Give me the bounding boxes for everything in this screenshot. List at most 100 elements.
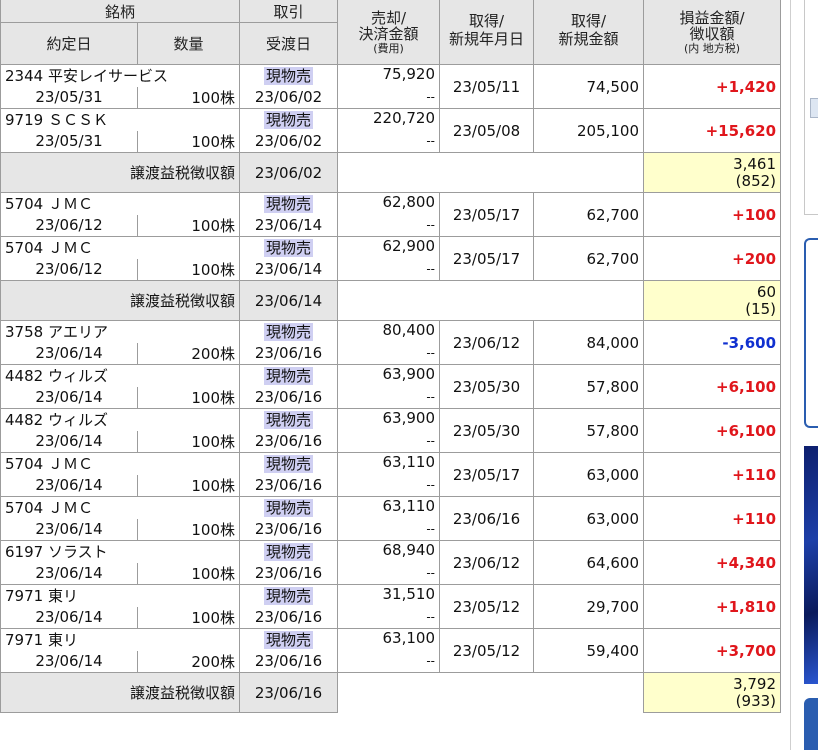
- header-soneki: 損益金額/: [679, 9, 745, 27]
- trade-row-top[interactable]: 4482 ウィルズ 現物売 63,900 23/05/30 57,800 +6,100: [0, 364, 782, 409]
- header-uchi-chihozei: (内 地方税): [683, 42, 741, 55]
- stock-code-name[interactable]: 5704 ＪＭＣ: [0, 496, 241, 519]
- stock-code-name[interactable]: 4482 ウィルズ: [0, 364, 241, 387]
- trade-type-label: 現物売: [264, 194, 314, 213]
- sell-amount: 62,800: [337, 192, 441, 215]
- sidebar-top-chip[interactable]: [810, 98, 818, 118]
- tax-date: 23/06/16: [239, 672, 339, 713]
- trade-type-cell: 現物売: [239, 108, 339, 131]
- tax-label: 譲渡益税徴収額: [0, 280, 241, 321]
- sell-amount: 75,920: [337, 64, 441, 87]
- header-acq-amount: 取得/ 新規金額: [533, 0, 645, 65]
- sell-amount: 63,900: [337, 408, 441, 431]
- trade-type-cell: 現物売: [239, 64, 339, 87]
- profit-loss: +100: [643, 192, 782, 237]
- quantity: 100株: [136, 518, 241, 541]
- trade-row-top[interactable]: 3758 アエリア 現物売 80,400 23/06/12 84,000 -3,600: [0, 320, 782, 365]
- profit-loss: +15,620: [643, 108, 782, 153]
- realized-pl-table: 銘柄 取引 売却/ 決済金額 (費用) 取得/ 新規年月日 取得/: [0, 0, 782, 713]
- stock-code-name[interactable]: 7971 東リ: [0, 584, 241, 607]
- profit-loss: +110: [643, 496, 782, 541]
- trade-date: 23/06/12: [0, 214, 138, 237]
- header-kessai-kingaku: 決済金額: [358, 25, 419, 43]
- trade-row-bottom: 23/05/31 100株 23/06/02 --: [0, 86, 781, 109]
- trade-row-top[interactable]: 4482 ウィルズ 現物売 63,900 23/05/30 57,800 +6,100: [0, 408, 782, 453]
- quantity: 100株: [136, 386, 241, 409]
- stock-code-name[interactable]: 5704 ＪＭＣ: [0, 192, 241, 215]
- stock-code-name[interactable]: 4482 ウィルズ: [0, 408, 241, 431]
- tax-label: 譲渡益税徴収額: [0, 152, 241, 193]
- acq-amount: 59,400: [533, 628, 645, 673]
- settle-date: 23/06/16: [239, 342, 339, 365]
- acq-amount: 62,700: [533, 192, 645, 237]
- sidebar-action-button[interactable]: [804, 698, 818, 750]
- tax-amount-cell: 3,792 (933): [643, 672, 782, 713]
- trade-type-cell: 現物売: [239, 628, 339, 651]
- header-row-2: 約定日 数量 受渡日: [0, 22, 781, 65]
- pl-table-body: 2344 平安レイサービス 現物売 75,920 23/05/11 74,500 +1,4…: [0, 64, 782, 713]
- header-torihiki: 取引: [239, 0, 339, 23]
- profit-loss: +110: [643, 452, 782, 497]
- acq-date: 23/06/12: [439, 540, 535, 585]
- sell-amount: 80,400: [337, 320, 441, 343]
- trade-row-top[interactable]: 2344 平安レイサービス 現物売 75,920 23/05/11 74,500 +1,4…: [0, 64, 782, 109]
- tax-local: (933): [735, 691, 777, 710]
- stock-code-name[interactable]: 3758 アエリア: [0, 320, 241, 343]
- header-hiyo: (費用): [373, 42, 404, 55]
- trade-row-top[interactable]: 5704 ＪＭＣ 現物売 63,110 23/05/17 63,000 +110: [0, 452, 782, 497]
- stock-code-name[interactable]: 6197 ソラスト: [0, 540, 241, 563]
- realized-pl-table-container: 銘柄 取引 売却/ 決済金額 (費用) 取得/ 新規年月日 取得/: [0, 0, 782, 713]
- header-choshugaku: 徴収額: [689, 25, 735, 43]
- stock-code-name[interactable]: 5704 ＪＭＣ: [0, 452, 241, 475]
- trade-type-label: 現物売: [264, 410, 314, 429]
- acq-amount: 64,600: [533, 540, 645, 585]
- stock-code-name[interactable]: 7971 東リ: [0, 628, 241, 651]
- tax-label: 譲渡益税徴収額: [0, 672, 241, 713]
- trade-type-cell: 現物売: [239, 408, 339, 431]
- acq-amount: 205,100: [533, 108, 645, 153]
- quantity: 200株: [136, 342, 241, 365]
- acq-date: 23/05/17: [439, 452, 535, 497]
- sidebar-banner-image[interactable]: [804, 446, 818, 684]
- sidebar-divider: [790, 0, 791, 750]
- quantity: 100株: [136, 606, 241, 629]
- trade-type-label: 現物売: [264, 498, 314, 517]
- trade-row-top[interactable]: 7971 東リ 現物売 31,510 23/05/12 29,700 +1,810: [0, 584, 782, 629]
- trade-row-bottom: 23/06/14 200株 23/06/16 --: [0, 650, 781, 673]
- trade-row-top[interactable]: 9719 ＳＣＳＫ 現物売 220,720 23/05/08 205,100 +15,62…: [0, 108, 782, 153]
- trade-row-bottom: 23/06/14 100株 23/06/16 --: [0, 562, 781, 585]
- sell-amount: 220,720: [337, 108, 441, 131]
- header-acq-date: 取得/ 新規年月日: [439, 0, 535, 65]
- settle-date: 23/06/16: [239, 606, 339, 629]
- settle-date: 23/06/14: [239, 258, 339, 281]
- sell-amount: 63,110: [337, 496, 441, 519]
- tax-local: (852): [735, 171, 777, 190]
- trade-row-top[interactable]: 5704 ＪＭＣ 現物売 63,110 23/06/16 63,000 +110: [0, 496, 782, 541]
- stock-code-name[interactable]: 9719 ＳＣＳＫ: [0, 108, 241, 131]
- fee-dash: --: [337, 474, 441, 497]
- acq-amount: 84,000: [533, 320, 645, 365]
- trade-type-cell: 現物売: [239, 584, 339, 607]
- profit-loss: +6,100: [643, 364, 782, 409]
- header-shinki-nengappi: 新規年月日: [449, 29, 525, 48]
- stock-code-name[interactable]: 5704 ＪＭＣ: [0, 236, 241, 259]
- trade-row-top[interactable]: 7971 東リ 現物売 63,100 23/05/12 59,400 +3,700: [0, 628, 782, 673]
- profit-loss: +4,340: [643, 540, 782, 585]
- acq-date: 23/05/12: [439, 584, 535, 629]
- acq-date: 23/05/17: [439, 192, 535, 237]
- acq-amount: 29,700: [533, 584, 645, 629]
- sidebar-blue-panel[interactable]: [804, 238, 818, 428]
- header-shutoku2: 取得/: [570, 11, 607, 30]
- stock-code-name[interactable]: 2344 平安レイサービス: [0, 64, 241, 87]
- header-meigara: 銘柄: [0, 0, 241, 23]
- trade-type-label: 現物売: [264, 586, 314, 605]
- trade-row-top[interactable]: 5704 ＪＭＣ 現物売 62,800 23/05/17 62,700 +100: [0, 192, 782, 237]
- trade-row-bottom: 23/05/31 100株 23/06/02 --: [0, 130, 781, 153]
- acq-amount: 74,500: [533, 64, 645, 109]
- trade-row-top[interactable]: 6197 ソラスト 現物売 68,940 23/06/12 64,600 +4,340: [0, 540, 782, 585]
- trade-type-label: 現物売: [264, 454, 314, 473]
- fee-dash: --: [337, 258, 441, 281]
- trade-row-top[interactable]: 5704 ＪＭＣ 現物売 62,900 23/05/17 62,700 +200: [0, 236, 782, 281]
- fee-dash: --: [337, 562, 441, 585]
